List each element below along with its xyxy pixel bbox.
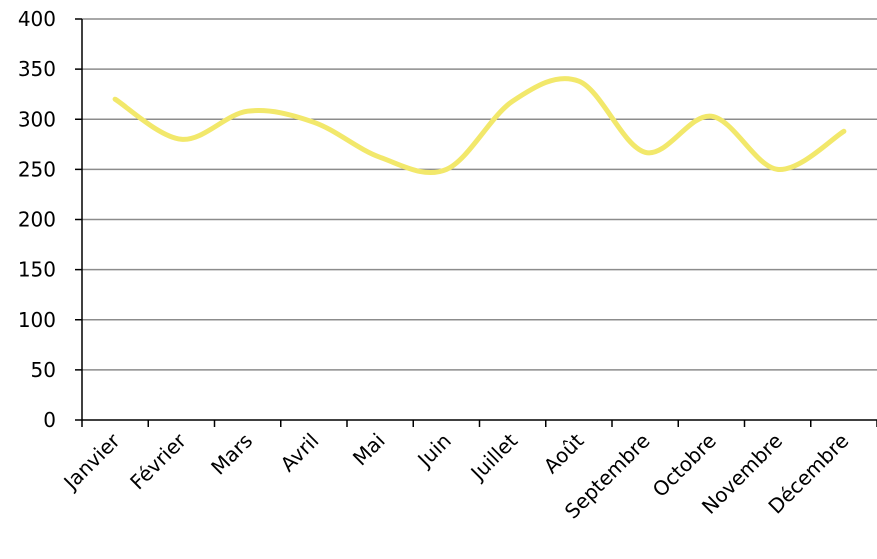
y-tick-label: 250 bbox=[18, 157, 56, 181]
y-tick-label: 350 bbox=[18, 57, 56, 81]
y-tick-label: 300 bbox=[18, 107, 56, 131]
x-tick-label: Janvier bbox=[58, 428, 126, 496]
axes bbox=[75, 18, 877, 427]
data-point bbox=[576, 79, 581, 84]
series-layer bbox=[112, 76, 847, 176]
y-tick-label: 400 bbox=[18, 7, 56, 31]
x-tick-label: Mars bbox=[206, 429, 257, 480]
x-tick-label: Février bbox=[125, 428, 191, 494]
y-tick-label: 100 bbox=[18, 308, 56, 332]
x-tick-label: Juillet bbox=[465, 428, 523, 486]
y-tick-label: 50 bbox=[31, 358, 56, 382]
data-point bbox=[643, 150, 648, 155]
gridlines bbox=[82, 18, 877, 371]
data-point bbox=[113, 97, 118, 102]
data-point bbox=[709, 114, 714, 119]
x-tick-label: Juin bbox=[411, 429, 455, 473]
x-tick-labels: Janvier Février Mars Avril Mai Juin Juillet Aoû… bbox=[58, 428, 854, 523]
x-tick-label: Août bbox=[539, 428, 589, 478]
series-line bbox=[112, 76, 847, 176]
y-tick-label: 150 bbox=[18, 258, 56, 282]
y-tick-label: 0 bbox=[43, 408, 56, 432]
data-point bbox=[510, 99, 515, 104]
y-tick-labels: 0 50 100 150 200 250 300 350 400 bbox=[18, 7, 56, 432]
data-point bbox=[245, 109, 250, 114]
x-tick-label: Mai bbox=[348, 429, 390, 471]
y-tick-label: 200 bbox=[18, 208, 56, 232]
data-point bbox=[179, 137, 184, 142]
x-tick-label: Avril bbox=[276, 429, 324, 477]
data-point bbox=[775, 167, 780, 172]
data-point bbox=[378, 155, 383, 160]
data-point bbox=[311, 120, 316, 125]
data-point bbox=[444, 167, 449, 172]
data-point bbox=[841, 129, 846, 134]
